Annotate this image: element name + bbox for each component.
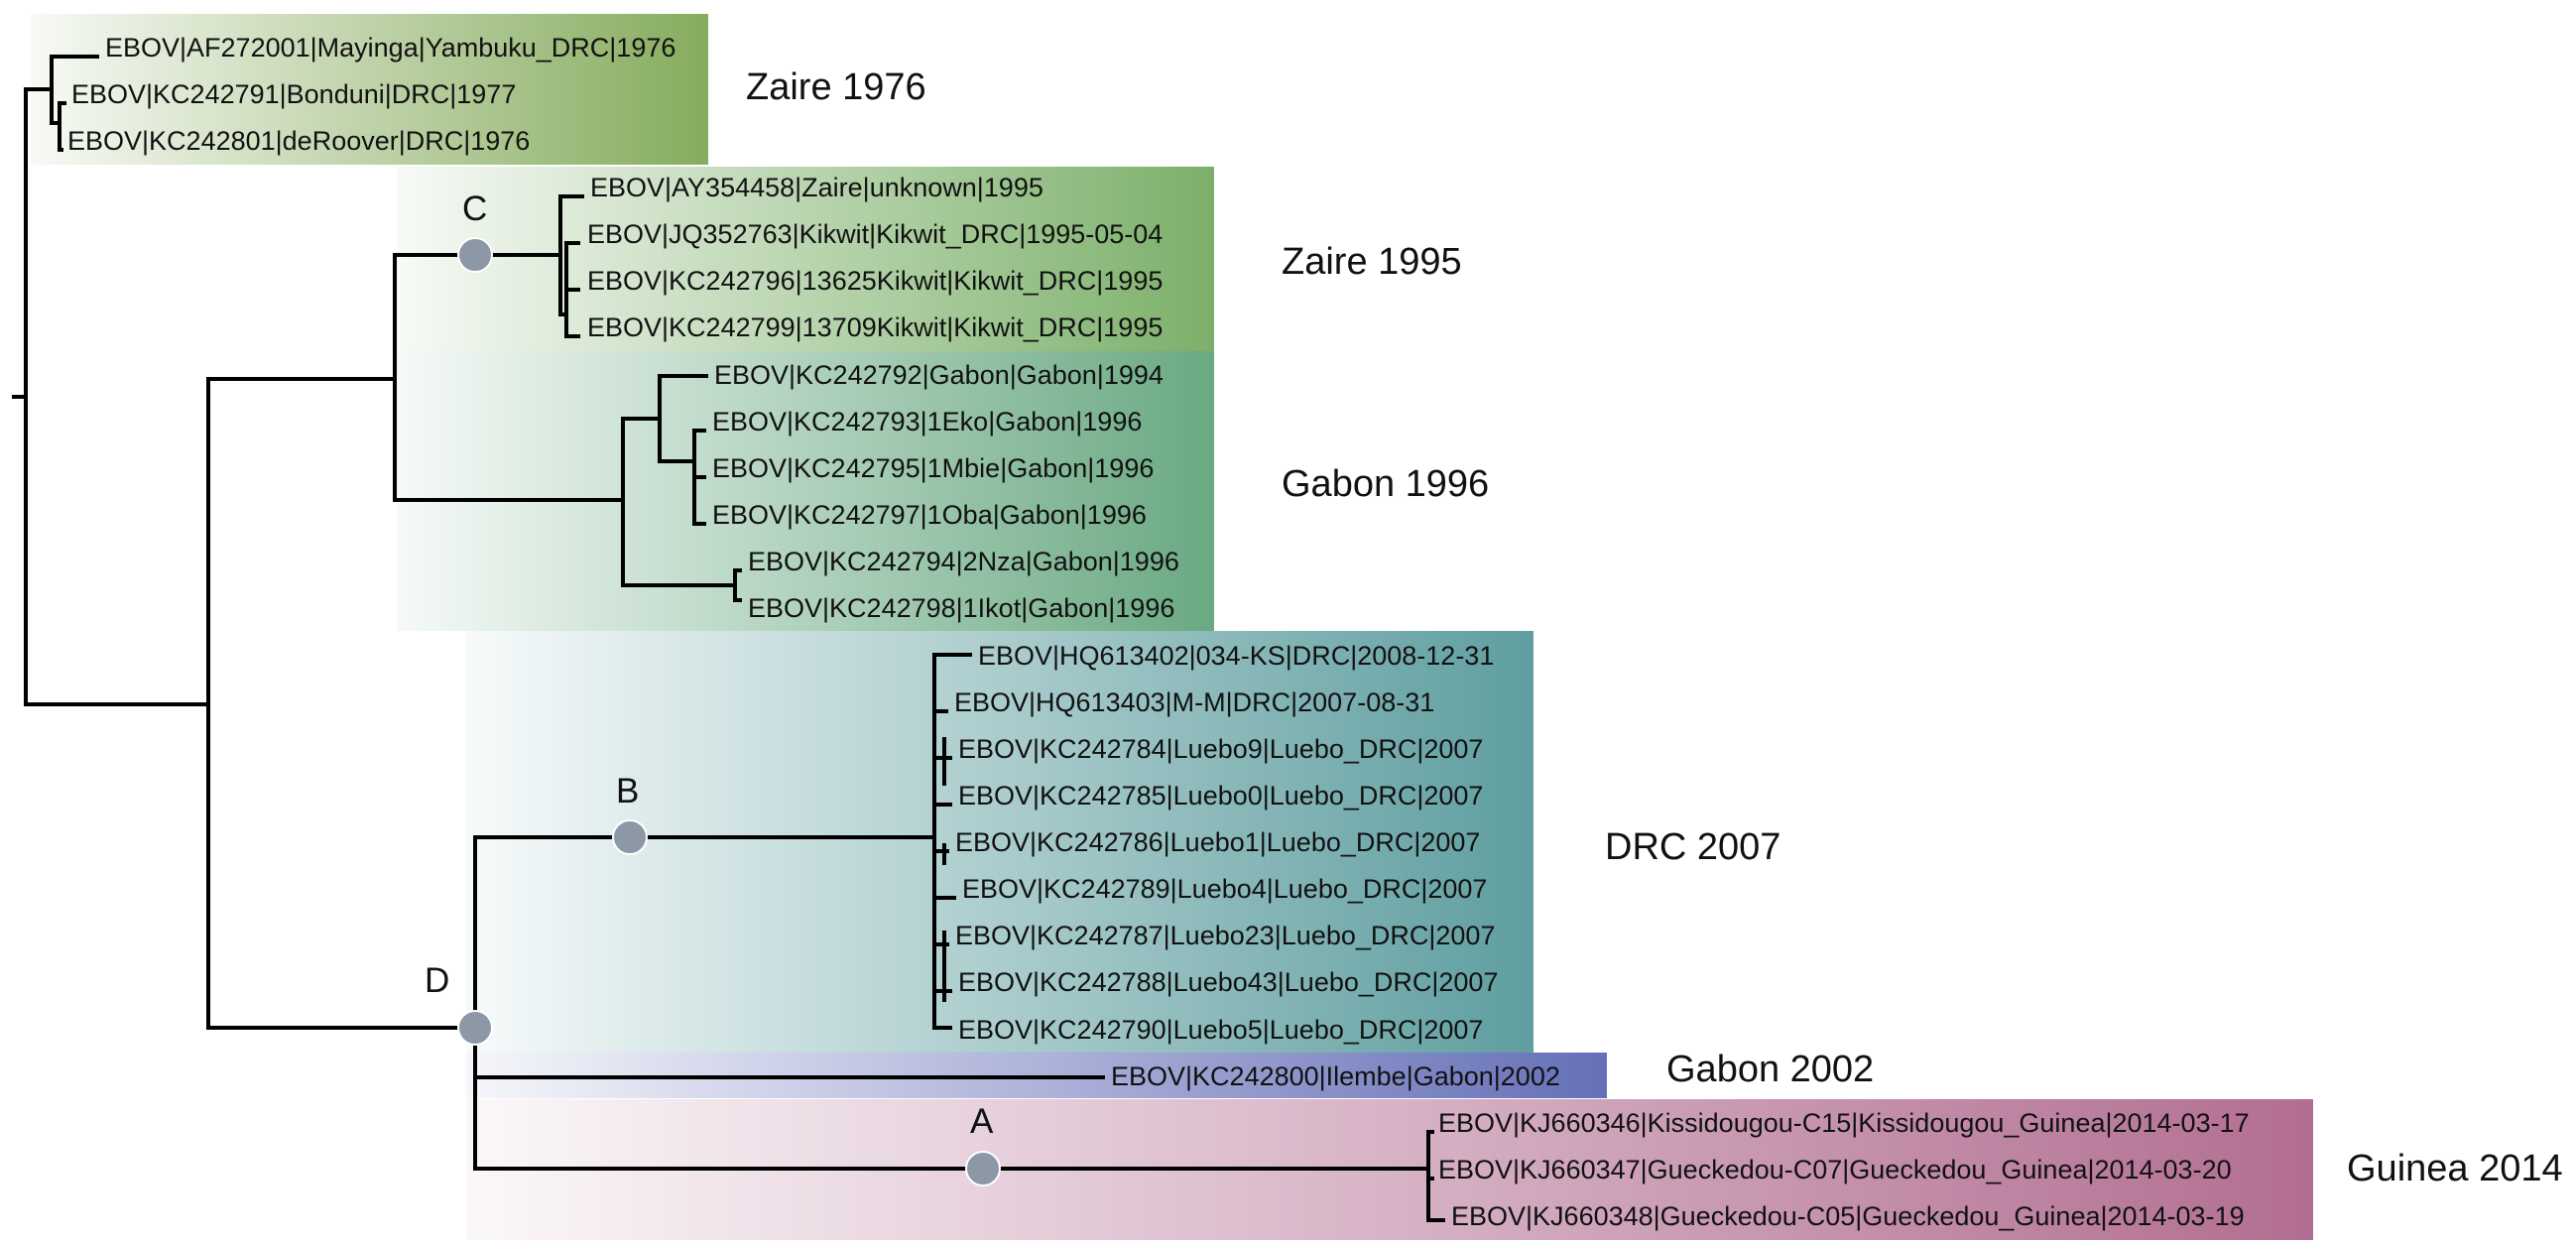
clade-box-zaire-1976 <box>30 14 708 165</box>
tip-label: EBOV|KJ660347|Gueckedou-C07|Gueckedou_Gu… <box>1438 1155 2232 1184</box>
internal-nodes: C B D A <box>425 189 1001 1186</box>
tip-label: EBOV|HQ613402|034-KS|DRC|2008-12-31 <box>978 641 1494 671</box>
tip-label: EBOV|KC242785|Luebo0|Luebo_DRC|2007 <box>958 781 1483 810</box>
clade-titles: Zaire 1976 Zaire 1995 Gabon 1996 DRC 200… <box>746 66 2563 1189</box>
tip-label: EBOV|KC242797|1Oba|Gabon|1996 <box>712 500 1147 530</box>
clade-backgrounds <box>30 14 2313 1240</box>
tip-label: EBOV|KC242789|Luebo4|Luebo_DRC|2007 <box>962 874 1487 904</box>
tip-label: EBOV|KC242791|Bonduni|DRC|1977 <box>71 79 516 109</box>
clade-title-gabon-1996: Gabon 1996 <box>1282 463 1489 505</box>
tip-label: EBOV|KC242784|Luebo9|Luebo_DRC|2007 <box>958 734 1483 764</box>
tip-label: EBOV|KC242795|1Mbie|Gabon|1996 <box>712 453 1154 483</box>
node-c-dot <box>457 237 493 273</box>
tip-label: EBOV|KJ660346|Kissidougou-C15|Kissidougo… <box>1438 1108 2250 1138</box>
clade-title-drc-2007: DRC 2007 <box>1605 826 1780 868</box>
tip-label: EBOV|KC242788|Luebo43|Luebo_DRC|2007 <box>958 967 1498 997</box>
tip-label: EBOV|KC242787|Luebo23|Luebo_DRC|2007 <box>955 921 1495 950</box>
tip-label: EBOV|KC242793|1Eko|Gabon|1996 <box>712 407 1142 436</box>
clade-title-gabon-2002: Gabon 2002 <box>1666 1049 1874 1090</box>
node-a-label: A <box>970 1102 994 1141</box>
tip-label: EBOV|AY354458|Zaire|unknown|1995 <box>590 173 1043 202</box>
tip-label: EBOV|KC242794|2Nza|Gabon|1996 <box>748 547 1179 576</box>
tip-label: EBOV|KJ660348|Gueckedou-C05|Gueckedou_Gu… <box>1451 1201 2245 1231</box>
node-d-dot <box>457 1010 493 1046</box>
node-b-label: B <box>616 772 639 810</box>
tip-label: EBOV|KC242799|13709Kikwit|Kikwit_DRC|199… <box>587 312 1163 342</box>
node-a-dot <box>965 1151 1001 1186</box>
clade-title-zaire-1995: Zaire 1995 <box>1282 241 1462 283</box>
tip-label: EBOV|KC242792|Gabon|Gabon|1994 <box>714 360 1164 390</box>
tip-label: EBOV|KC242786|Luebo1|Luebo_DRC|2007 <box>955 827 1480 857</box>
node-d-label: D <box>425 961 449 1000</box>
tip-label: EBOV|AF272001|Mayinga|Yambuku_DRC|1976 <box>105 33 675 62</box>
clade-title-zaire-1976: Zaire 1976 <box>746 66 926 108</box>
tip-label: EBOV|KC242798|1Ikot|Gabon|1996 <box>748 593 1174 623</box>
tip-label: EBOV|KC242790|Luebo5|Luebo_DRC|2007 <box>958 1015 1483 1045</box>
tip-label: EBOV|JQ352763|Kikwit|Kikwit_DRC|1995-05-… <box>587 219 1163 249</box>
tip-labels: EBOV|AF272001|Mayinga|Yambuku_DRC|1976 E… <box>67 33 2250 1231</box>
tip-label: EBOV|KC242800|Ilembe|Gabon|2002 <box>1111 1061 1560 1091</box>
node-c-label: C <box>462 189 487 228</box>
clade-box-zaire-1995 <box>397 167 1214 351</box>
tip-label: EBOV|HQ613403|M-M|DRC|2007-08-31 <box>954 687 1434 717</box>
tip-label: EBOV|KC242796|13625Kikwit|Kikwit_DRC|199… <box>587 266 1163 296</box>
node-b-dot <box>612 819 648 855</box>
clade-title-guinea-2014: Guinea 2014 <box>2347 1148 2563 1189</box>
clade-box-gabon-1996 <box>397 351 1214 631</box>
tip-label: EBOV|KC242801|deRoover|DRC|1976 <box>67 126 530 156</box>
tree-branches <box>12 55 1445 1222</box>
